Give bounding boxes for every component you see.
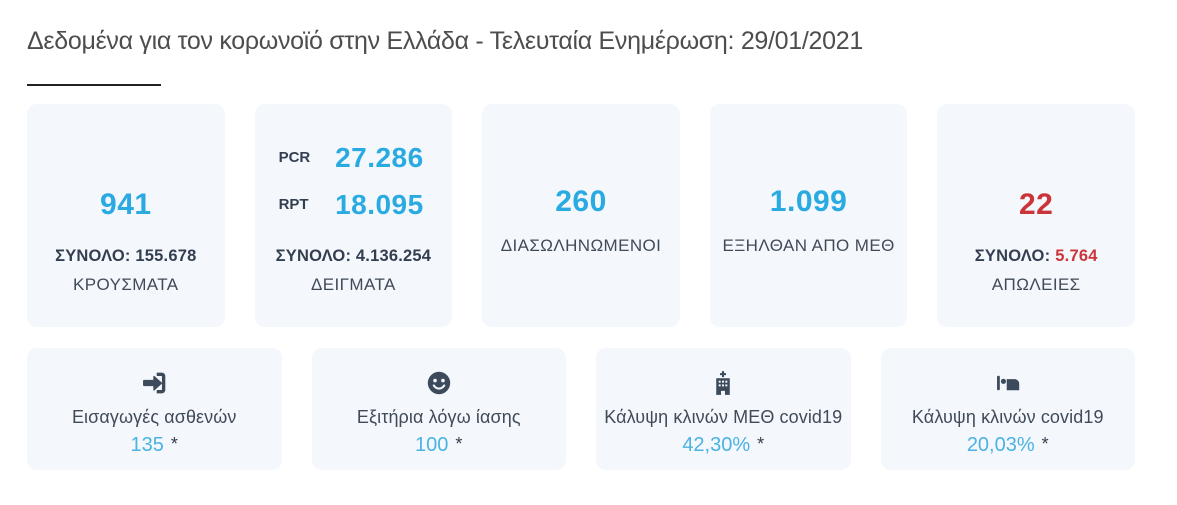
stat-card-new-cases: 941 ΣΥΝΟΛΟ: 155.678 ΚΡΟΥΣΜΑΤΑ bbox=[27, 104, 225, 327]
bed-coverage-footnote: * bbox=[1041, 434, 1049, 454]
recoveries-value-row: 100 * bbox=[415, 435, 462, 455]
page-title: Δεδομένα για τον κορωνοϊό στην Ελλάδα - … bbox=[27, 27, 863, 55]
pcr-value: 27.286 bbox=[335, 141, 424, 173]
icu-bed-coverage-value-row: 42,30% * bbox=[682, 435, 764, 455]
samples-caption: ΔΕΙΓΜΑΤΑ bbox=[311, 274, 396, 294]
intubated-caption: ΔΙΑΣΩΛΗΝΩΜΕΝΟΙ bbox=[500, 235, 662, 255]
total-deaths-label: ΣΥΝΟΛΟ: 5.764 bbox=[975, 246, 1098, 267]
smile-icon bbox=[425, 369, 453, 397]
total-deaths-prefix: ΣΥΝΟΛΟ: bbox=[974, 247, 1051, 266]
info-card-recoveries: Εξιτήρια λόγω ίασης 100 * bbox=[311, 348, 566, 470]
stats-row: 941 ΣΥΝΟΛΟ: 155.678 ΚΡΟΥΣΜΑΤΑ PCR 27.286… bbox=[27, 104, 1135, 327]
cases-caption: ΚΡΟΥΣΜΑΤΑ bbox=[73, 274, 179, 294]
stat-card-intubated: 260 ΔΙΑΣΩΛΗΝΩΜΕΝΟΙ bbox=[482, 104, 680, 327]
recoveries-label: Εξιτήρια λόγω ίασης bbox=[356, 407, 521, 427]
rpt-value: 18.095 bbox=[335, 188, 424, 220]
admissions-value: 135 bbox=[130, 434, 164, 456]
pcr-row: PCR 27.286 bbox=[271, 134, 437, 181]
info-card-bed-coverage: Κάλυψη κλινών covid19 20,03% * bbox=[880, 348, 1135, 470]
deaths-caption: ΑΠΩΛΕΙΕΣ bbox=[991, 274, 1081, 294]
icu-bed-coverage-label: Κάλυψη κλινών ΜΕΘ covid19 bbox=[604, 407, 843, 427]
recoveries-footnote: * bbox=[455, 434, 463, 454]
stat-card-icu-discharged: 1.099 ΕΞΗΛΘΑΝ ΑΠΟ ΜΕΘ bbox=[709, 104, 908, 327]
bed-coverage-value-row: 20,03% * bbox=[967, 435, 1049, 455]
sign-in-icon bbox=[140, 369, 168, 397]
rpt-label: RPT bbox=[278, 196, 309, 213]
bed-icon bbox=[994, 369, 1022, 397]
icu-discharged-caption: ΕΞΗΛΘΑΝ ΑΠΟ ΜΕΘ bbox=[722, 235, 895, 255]
icu-discharged-value: 1.099 bbox=[769, 184, 848, 218]
total-deaths-value: 5.764 bbox=[1055, 247, 1098, 266]
total-cases-label: ΣΥΝΟΛΟ: 155.678 bbox=[55, 247, 197, 266]
info-card-icu-bed-coverage: Κάλυψη κλινών ΜΕΘ covid19 42,30% * bbox=[596, 348, 851, 470]
new-deaths-value: 22 bbox=[1019, 188, 1054, 222]
pcr-label: PCR bbox=[278, 149, 311, 166]
intubated-value: 260 bbox=[555, 184, 607, 218]
new-cases-value: 941 bbox=[100, 188, 152, 222]
admissions-footnote: * bbox=[170, 434, 178, 454]
bed-coverage-value: 20,03% bbox=[966, 434, 1035, 456]
stat-card-tests: PCR 27.286 RPT 18.095 ΣΥΝΟΛΟ: 4.136.254 … bbox=[254, 104, 453, 327]
total-samples-label: ΣΥΝΟΛΟ: 4.136.254 bbox=[275, 247, 432, 266]
rpt-row: RPT 18.095 bbox=[271, 181, 437, 228]
title-underline bbox=[27, 84, 161, 86]
info-card-admissions: Εισαγωγές ασθενών 135 * bbox=[27, 348, 282, 470]
info-row: Εισαγωγές ασθενών 135 * Εξιτήρια λόγω ίασ… bbox=[27, 348, 1135, 470]
bed-coverage-label: Κάλυψη κλινών covid19 bbox=[911, 407, 1104, 427]
dashboard: Δεδομένα για τον κορωνοϊό στην Ελλάδα - … bbox=[27, 27, 1135, 470]
stat-card-deaths: 22 ΣΥΝΟΛΟ: 5.764 ΑΠΩΛΕΙΕΣ bbox=[937, 104, 1135, 327]
admissions-value-row: 135 * bbox=[131, 435, 178, 455]
hospital-icon bbox=[709, 369, 737, 397]
icu-bed-coverage-value: 42,30% bbox=[682, 434, 751, 456]
admissions-label: Εισαγωγές ασθενών bbox=[71, 407, 237, 427]
icu-bed-coverage-footnote: * bbox=[757, 434, 765, 454]
recoveries-value: 100 bbox=[415, 434, 449, 456]
